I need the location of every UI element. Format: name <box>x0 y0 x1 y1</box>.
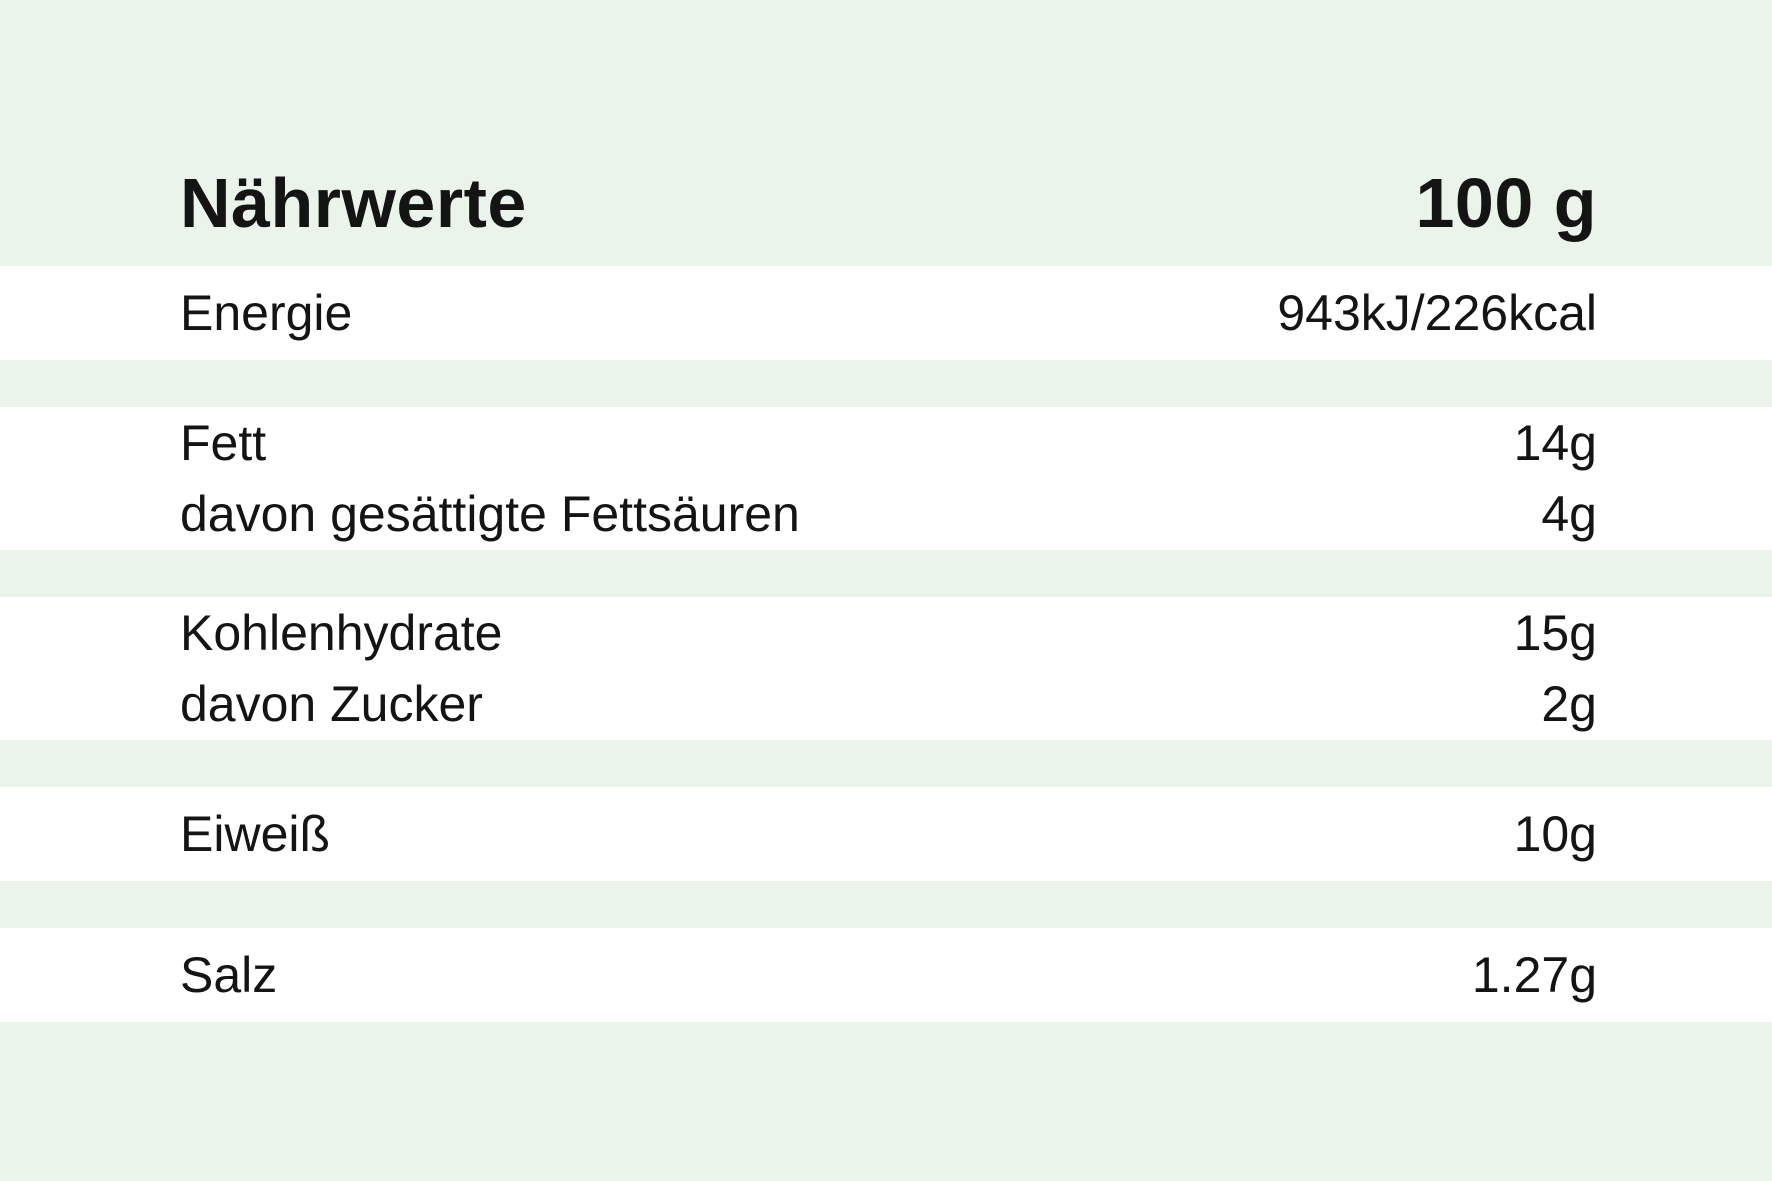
nutrient-value: 943kJ/226kcal <box>1277 285 1597 341</box>
nutrient-label: Kohlenhydrate <box>180 604 503 661</box>
section-divider <box>0 740 1772 787</box>
table-row: Energie 943kJ/226kcal <box>0 266 1772 360</box>
nutrient-value: 2g <box>1541 676 1597 733</box>
nutrient-value: 4g <box>1541 486 1597 543</box>
section-fat: Fett 14g davon gesättigte Fettsäuren 4g <box>0 407 1772 550</box>
table-subrow: davon gesättigte Fettsäuren 4g <box>0 479 1772 551</box>
table-row: Eiweiß 10g <box>0 787 1772 881</box>
table-title: Nährwerte <box>180 164 527 242</box>
table-row: Kohlenhydrate 15g <box>0 597 1772 669</box>
table-subrow: davon Zucker 2g <box>0 669 1772 741</box>
section-divider <box>0 360 1772 407</box>
section-divider <box>0 550 1772 597</box>
table-header: Nährwerte 100 g <box>0 0 1772 266</box>
section-carbohydrates: Kohlenhydrate 15g davon Zucker 2g <box>0 597 1772 740</box>
section-energy: Energie 943kJ/226kcal <box>0 266 1772 360</box>
nutrient-label: Salz <box>180 947 278 1003</box>
table-row: Salz 1.27g <box>0 928 1772 1022</box>
nutrient-value: 1.27g <box>1471 947 1597 1003</box>
amount-column-header: 100 g <box>1415 164 1597 242</box>
table-row: Fett 14g <box>0 407 1772 479</box>
nutrient-value: 10g <box>1513 806 1597 862</box>
nutrient-label: Energie <box>180 285 353 341</box>
nutrient-value: 14g <box>1513 414 1597 471</box>
footer-spacer <box>0 1022 1772 1181</box>
nutrient-label: davon gesättigte Fettsäuren <box>180 486 800 543</box>
section-salt: Salz 1.27g <box>0 928 1772 1022</box>
section-divider <box>0 881 1772 928</box>
nutrient-label: davon Zucker <box>180 676 483 733</box>
nutrient-label: Eiweiß <box>180 806 331 862</box>
nutrient-value: 15g <box>1513 604 1597 661</box>
nutrient-label: Fett <box>180 414 267 471</box>
section-protein: Eiweiß 10g <box>0 787 1772 881</box>
